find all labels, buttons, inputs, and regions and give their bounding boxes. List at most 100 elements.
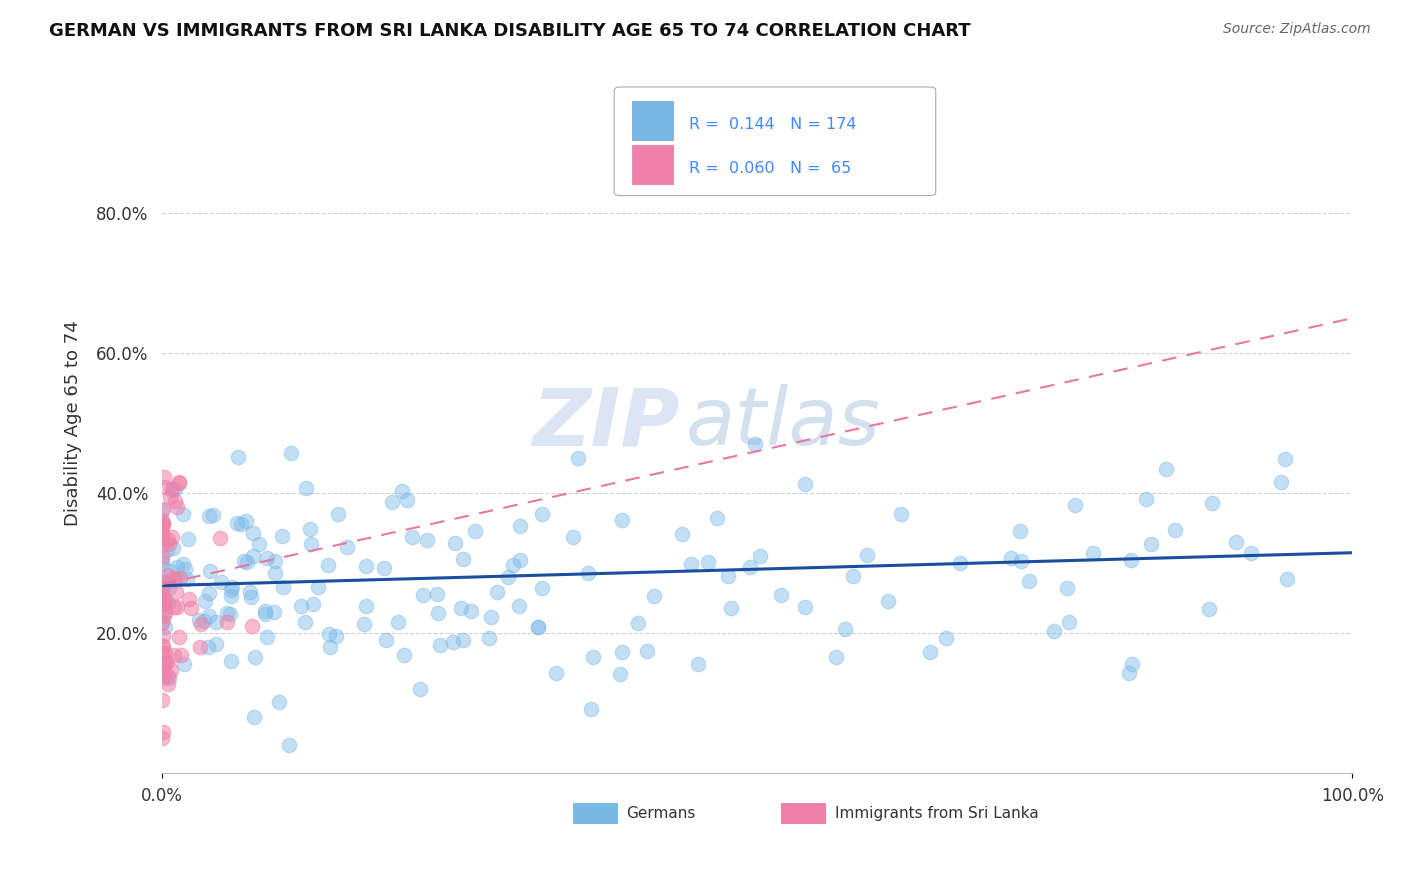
Point (1154, 461, 1177, 475)
Point (162, 571, 184, 585)
Point (240, 619, 263, 633)
Point (770, 588, 793, 602)
Point (163, 648, 186, 662)
Point (150, 557, 173, 571)
Point (153, 655, 176, 669)
Point (319, 640, 342, 654)
Point (395, 492, 418, 507)
Point (451, 551, 474, 566)
Point (876, 594, 898, 608)
Bar (572, 804, 617, 824)
Point (738, 560, 761, 574)
Point (263, 605, 285, 619)
Point (198, 509, 221, 524)
Point (316, 558, 339, 573)
Point (450, 601, 472, 615)
Point (221, 654, 243, 668)
Point (392, 648, 415, 663)
Point (156, 542, 179, 557)
Point (1118, 665, 1140, 680)
Point (166, 572, 188, 586)
Point (271, 529, 294, 543)
Point (1139, 537, 1161, 551)
Point (425, 586, 447, 600)
Text: Immigrants from Sri Lanka: Immigrants from Sri Lanka (835, 806, 1038, 822)
Point (152, 516, 174, 530)
Point (486, 585, 509, 599)
Point (509, 553, 531, 567)
Point (167, 475, 190, 489)
Point (197, 640, 219, 654)
Point (256, 550, 278, 565)
Point (336, 541, 359, 555)
Point (236, 555, 259, 569)
Point (226, 516, 249, 530)
Point (153, 620, 176, 634)
Point (166, 560, 188, 574)
Point (299, 537, 322, 551)
Point (416, 533, 439, 547)
Point (1240, 546, 1263, 560)
Point (163, 482, 186, 496)
Point (150, 640, 173, 654)
Point (610, 645, 633, 659)
Point (643, 590, 665, 604)
Bar (633, 145, 672, 184)
Point (160, 530, 183, 544)
Point (218, 607, 240, 621)
Point (156, 575, 179, 590)
Point (150, 582, 173, 596)
Point (1270, 475, 1292, 489)
Point (264, 554, 287, 568)
Point (441, 634, 464, 648)
Point (264, 566, 287, 580)
Point (401, 530, 423, 544)
Point (242, 525, 264, 540)
Point (451, 632, 474, 647)
Point (1010, 524, 1032, 538)
Point (239, 590, 262, 604)
Point (890, 507, 912, 521)
Point (157, 537, 180, 551)
Point (318, 626, 340, 640)
Point (159, 582, 181, 596)
Point (354, 559, 377, 574)
Point (1135, 492, 1157, 507)
Point (1277, 572, 1299, 586)
Point (219, 589, 242, 603)
Point (373, 561, 395, 575)
Point (179, 592, 201, 607)
Point (325, 629, 347, 643)
Point (160, 483, 183, 497)
Point (150, 581, 173, 595)
Point (301, 597, 323, 611)
Point (380, 494, 402, 508)
Point (150, 574, 173, 589)
Point (152, 639, 174, 653)
Bar (780, 804, 827, 824)
Point (166, 500, 188, 515)
Point (152, 575, 174, 590)
Point (243, 649, 266, 664)
Point (205, 615, 228, 630)
Point (152, 656, 174, 670)
Point (150, 528, 173, 542)
Point (1121, 657, 1143, 672)
Point (688, 657, 710, 671)
Point (530, 582, 553, 596)
Point (162, 541, 184, 556)
Point (717, 569, 740, 583)
Point (1201, 496, 1223, 510)
Point (169, 476, 191, 491)
Point (172, 557, 194, 571)
Point (159, 490, 181, 504)
Point (152, 725, 174, 739)
Point (194, 593, 217, 607)
Point (157, 596, 180, 610)
Point (152, 660, 174, 674)
Point (412, 588, 434, 602)
Point (299, 522, 322, 536)
Point (242, 549, 264, 564)
Point (567, 450, 589, 465)
Point (356, 599, 378, 613)
